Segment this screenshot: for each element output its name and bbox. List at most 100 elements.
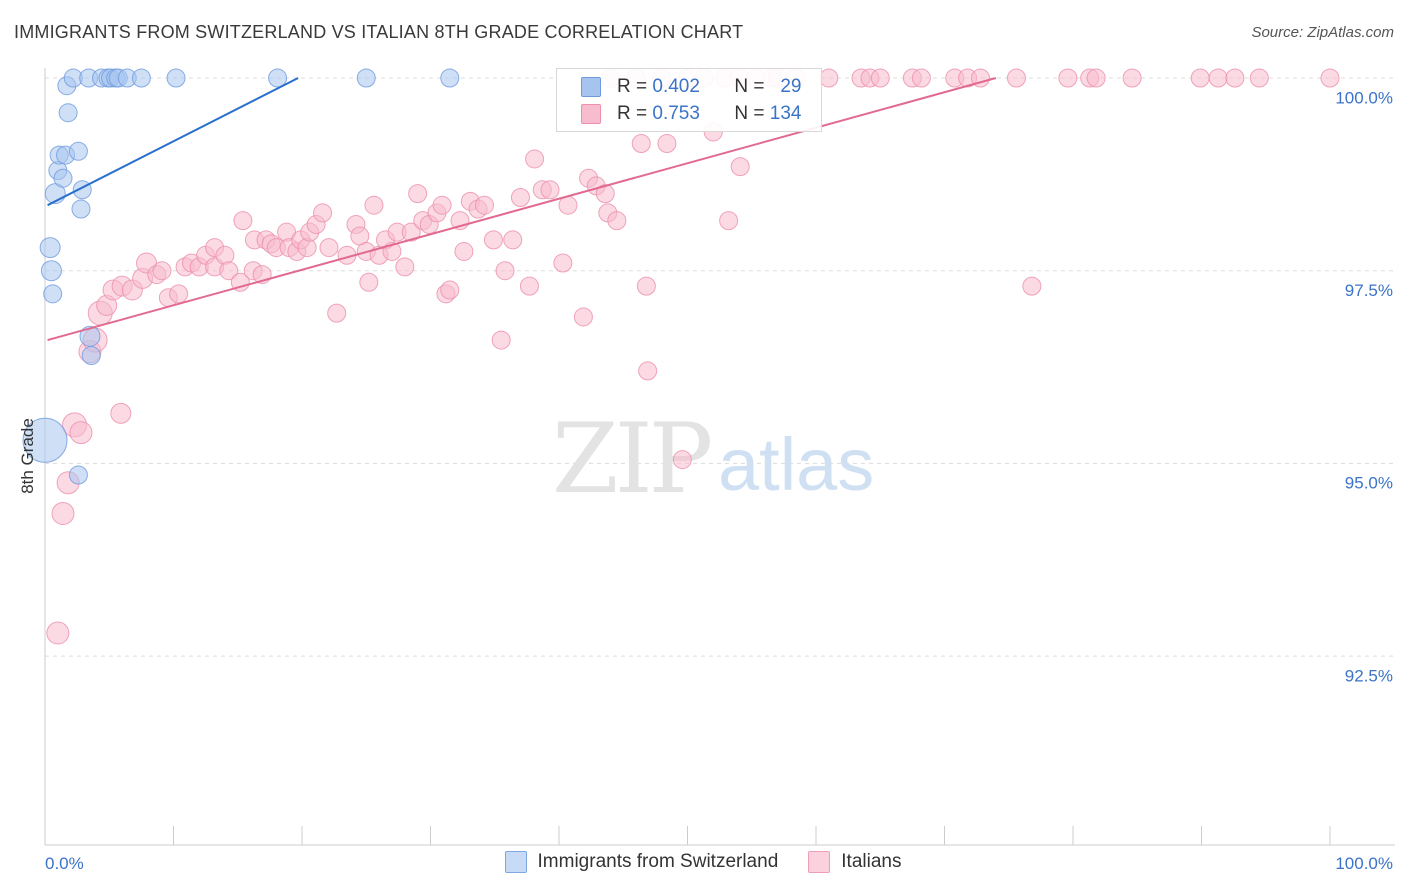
data-point bbox=[364, 195, 384, 215]
legend-row-swiss: R = 0.402 N = 29 bbox=[581, 75, 801, 99]
data-point bbox=[1190, 68, 1210, 88]
data-point bbox=[53, 168, 73, 188]
legend-label-italians: Italians bbox=[841, 851, 902, 872]
data-point bbox=[432, 195, 452, 215]
legend-n-value: 29 bbox=[780, 76, 802, 97]
data-point bbox=[230, 272, 250, 292]
data-point bbox=[152, 261, 172, 281]
gridlines bbox=[45, 77, 1395, 657]
data-point bbox=[1208, 68, 1228, 88]
data-point bbox=[730, 157, 750, 177]
data-point bbox=[110, 402, 132, 424]
data-point bbox=[719, 211, 739, 231]
data-point bbox=[401, 222, 421, 242]
source-label: Source: ZipAtlas.com bbox=[1251, 24, 1394, 41]
data-point bbox=[169, 284, 189, 304]
data-point bbox=[313, 203, 333, 223]
data-point bbox=[540, 180, 560, 200]
data-point bbox=[1249, 68, 1269, 88]
data-point bbox=[525, 149, 545, 169]
y-tick-label: 100.0% bbox=[1335, 88, 1393, 107]
series-legend: Immigrants from Switzerland Italians bbox=[0, 851, 1406, 873]
data-point bbox=[631, 134, 651, 154]
data-point bbox=[483, 230, 503, 250]
data-point bbox=[607, 211, 627, 231]
data-point bbox=[491, 330, 511, 350]
data-point bbox=[1225, 68, 1245, 88]
trend-lines bbox=[47, 77, 997, 342]
data-point bbox=[131, 68, 151, 88]
data-point bbox=[166, 68, 186, 88]
data-point bbox=[440, 68, 460, 88]
x-tick-label: 100.0% bbox=[1335, 854, 1393, 873]
x-tick-label: 0.0% bbox=[45, 854, 84, 873]
data-point bbox=[595, 184, 615, 204]
legend-r-label: R = bbox=[617, 103, 648, 124]
data-point bbox=[454, 241, 474, 261]
data-point bbox=[819, 68, 839, 88]
data-point bbox=[1122, 68, 1142, 88]
data-point bbox=[474, 195, 494, 215]
data-point bbox=[638, 361, 658, 381]
y-axis-label: 8th Grade bbox=[18, 418, 37, 494]
data-point bbox=[911, 68, 931, 88]
data-point bbox=[395, 257, 415, 277]
data-point bbox=[657, 134, 677, 154]
series-italians bbox=[46, 68, 1340, 645]
data-point bbox=[408, 184, 428, 204]
trend-line bbox=[47, 77, 299, 207]
legend-n-label: N = bbox=[734, 76, 765, 97]
data-point bbox=[69, 421, 93, 445]
data-point bbox=[68, 141, 88, 161]
y-tick-label: 97.5% bbox=[1345, 281, 1393, 300]
data-point bbox=[233, 211, 253, 231]
data-point bbox=[51, 502, 75, 526]
legend-r-value: 0.402 bbox=[652, 76, 700, 97]
legend-n-value: 134 bbox=[769, 103, 802, 124]
trend-line bbox=[47, 77, 997, 342]
legend-r-value: 0.753 bbox=[652, 103, 700, 124]
data-point bbox=[510, 187, 530, 207]
data-point bbox=[1022, 276, 1042, 296]
data-point bbox=[503, 230, 523, 250]
data-point bbox=[1058, 68, 1078, 88]
data-point bbox=[327, 303, 347, 323]
legend-swatch-swiss bbox=[504, 851, 527, 873]
legend-row-italians: R = 0.753 N = 134 bbox=[581, 102, 801, 126]
data-point bbox=[81, 346, 101, 366]
data-point bbox=[319, 238, 339, 258]
data-point bbox=[495, 261, 515, 281]
watermark-atlas: atlas bbox=[718, 423, 874, 506]
data-point bbox=[268, 68, 288, 88]
data-point bbox=[870, 68, 890, 88]
legend-item-italians: Italians bbox=[808, 851, 901, 873]
data-point bbox=[58, 103, 78, 123]
legend-label-swiss: Immigrants from Switzerland bbox=[537, 851, 779, 872]
data-point bbox=[519, 276, 539, 296]
data-point bbox=[22, 417, 68, 463]
data-point bbox=[356, 68, 376, 88]
watermark: ZIP atlas bbox=[552, 403, 874, 515]
chart-title: IMMIGRANTS FROM SWITZERLAND VS ITALIAN 8… bbox=[14, 22, 744, 42]
tick-labels: 100.0% 97.5% 95.0% 92.5% 0.0% 100.0% bbox=[45, 88, 1393, 873]
y-tick-label: 92.5% bbox=[1345, 666, 1393, 685]
data-point bbox=[672, 450, 692, 470]
data-point bbox=[43, 284, 63, 304]
data-point bbox=[71, 199, 91, 219]
data-point bbox=[636, 276, 656, 296]
legend-swatch-italians bbox=[581, 104, 601, 124]
legend-item-swiss: Immigrants from Switzerland bbox=[504, 851, 779, 873]
data-point bbox=[46, 621, 70, 645]
data-point bbox=[39, 237, 61, 259]
stats-legend: R = 0.402 N = 29 R = 0.753 N = 134 bbox=[556, 68, 822, 132]
data-point bbox=[1006, 68, 1026, 88]
legend-swatch-italians bbox=[808, 851, 831, 873]
data-point bbox=[440, 280, 460, 300]
legend-r-label: R = bbox=[617, 76, 648, 97]
legend-swatch-swiss bbox=[581, 77, 601, 97]
data-point bbox=[573, 307, 593, 327]
data-point bbox=[553, 253, 573, 273]
legend-n-label: N = bbox=[734, 103, 765, 124]
data-point bbox=[40, 260, 62, 282]
